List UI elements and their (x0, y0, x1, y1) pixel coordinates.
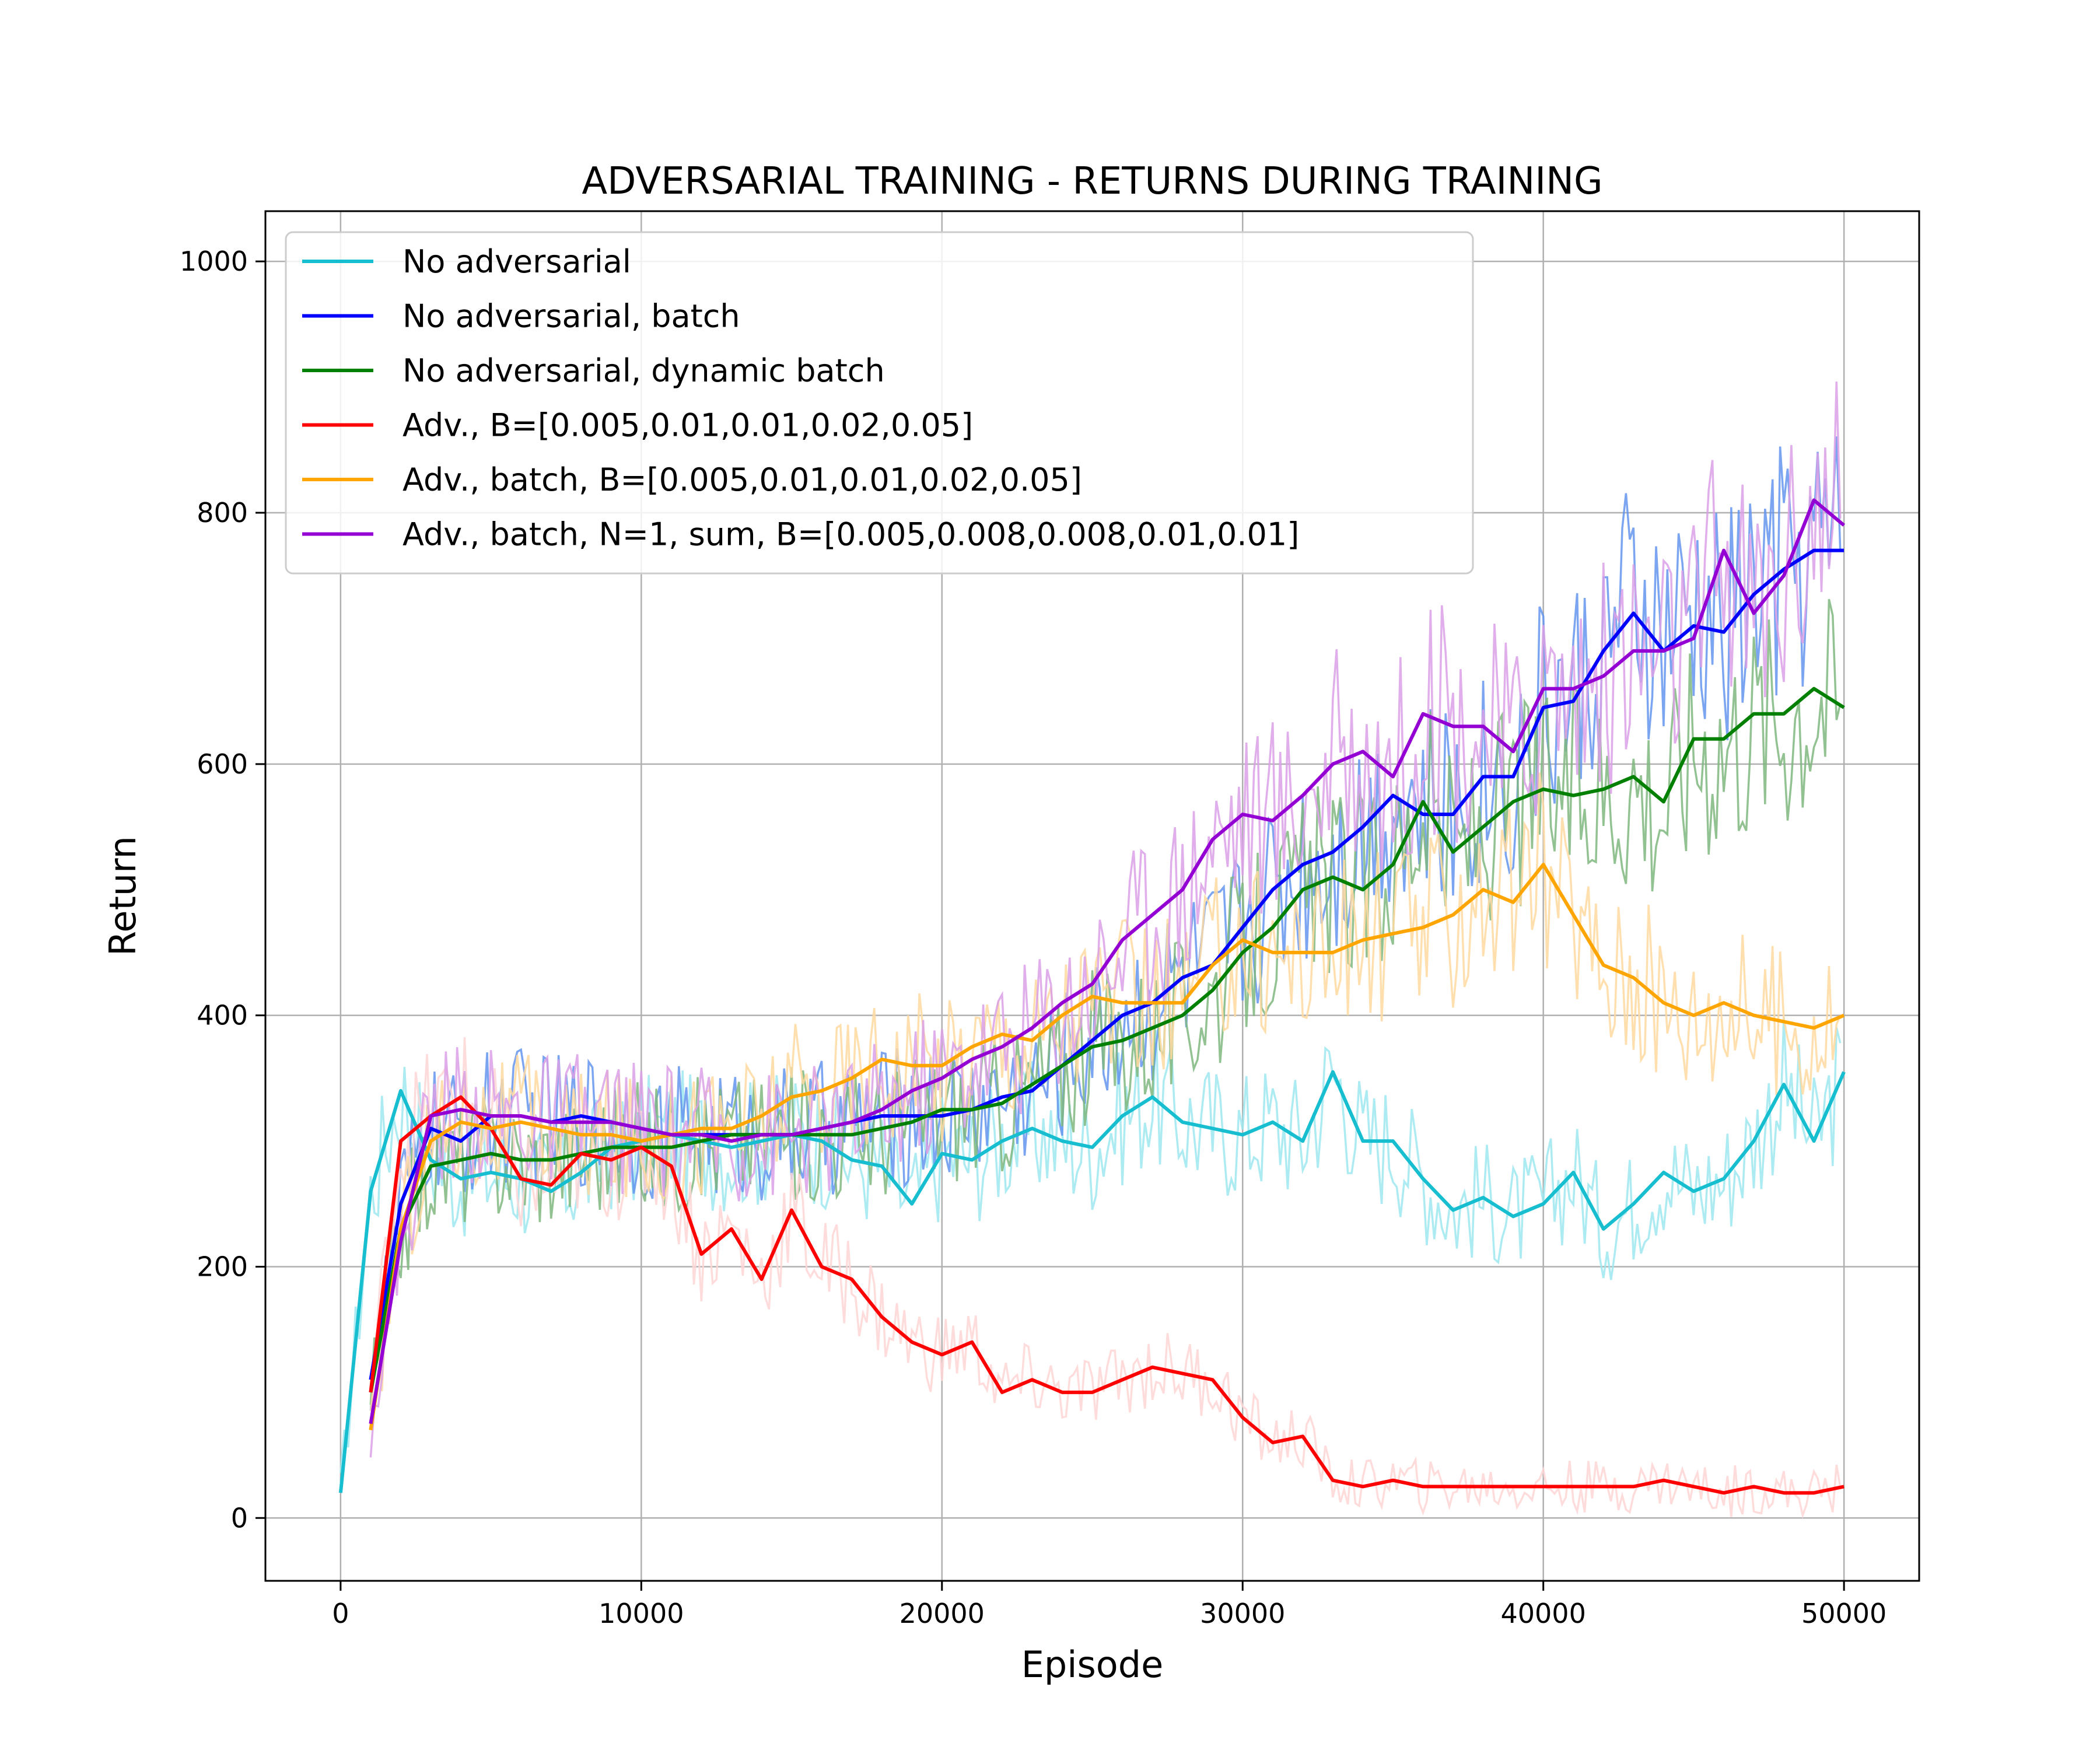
x-tick-label: 40000 (1501, 1598, 1586, 1629)
legend: No adversarial No adversarial, batch No ad… (285, 231, 1474, 575)
x-tick-label: 30000 (1200, 1598, 1285, 1629)
x-axis-label: Episode (1021, 1643, 1164, 1686)
x-tick-label: 0 (332, 1598, 349, 1629)
raw-series-lines (340, 382, 1842, 1519)
legend-label: Adv., B=[0.005,0.01,0.01,0.02,0.05] (402, 407, 973, 444)
y-tick-label: 600 (197, 748, 248, 780)
series-lines (338, 498, 1846, 1495)
series-line (369, 498, 1846, 1424)
x-axis: 0 10000 20000 30000 40000 50000 (332, 1581, 1887, 1629)
y-tick-label: 1000 (180, 246, 248, 277)
y-tick-label: 800 (197, 497, 248, 528)
series-raw-line (369, 598, 1842, 1405)
x-tick-label: 50000 (1801, 1598, 1887, 1629)
series-line (369, 687, 1845, 1393)
x-tick-label: 10000 (598, 1598, 684, 1629)
y-tick-label: 400 (197, 1000, 248, 1031)
y-tick-label: 0 (231, 1502, 248, 1534)
x-tick-label: 20000 (900, 1598, 985, 1629)
y-axis-label: Return (102, 836, 144, 956)
legend-label: No adversarial, batch (402, 298, 740, 335)
y-tick-label: 200 (197, 1251, 248, 1282)
legend-label: Adv., batch, N=1, sum, B=[0.005,0.008,0.… (402, 516, 1299, 553)
series-line (369, 1095, 1845, 1495)
y-axis: 0 200 400 600 800 1000 (180, 246, 265, 1534)
plot-frame (264, 210, 1920, 1582)
chart-title: ADVERSARIAL TRAINING - RETURNS DURING TR… (582, 160, 1602, 203)
series-line (369, 863, 1845, 1430)
legend-label: Adv., batch, B=[0.005,0.01,0.01,0.02,0.0… (402, 461, 1082, 498)
legend-box (285, 231, 1474, 575)
legend-label: No adversarial (402, 243, 631, 280)
series-line (338, 1070, 1846, 1493)
series-raw-line (369, 772, 1842, 1412)
legend-label: No adversarial, dynamic batch (402, 352, 885, 389)
